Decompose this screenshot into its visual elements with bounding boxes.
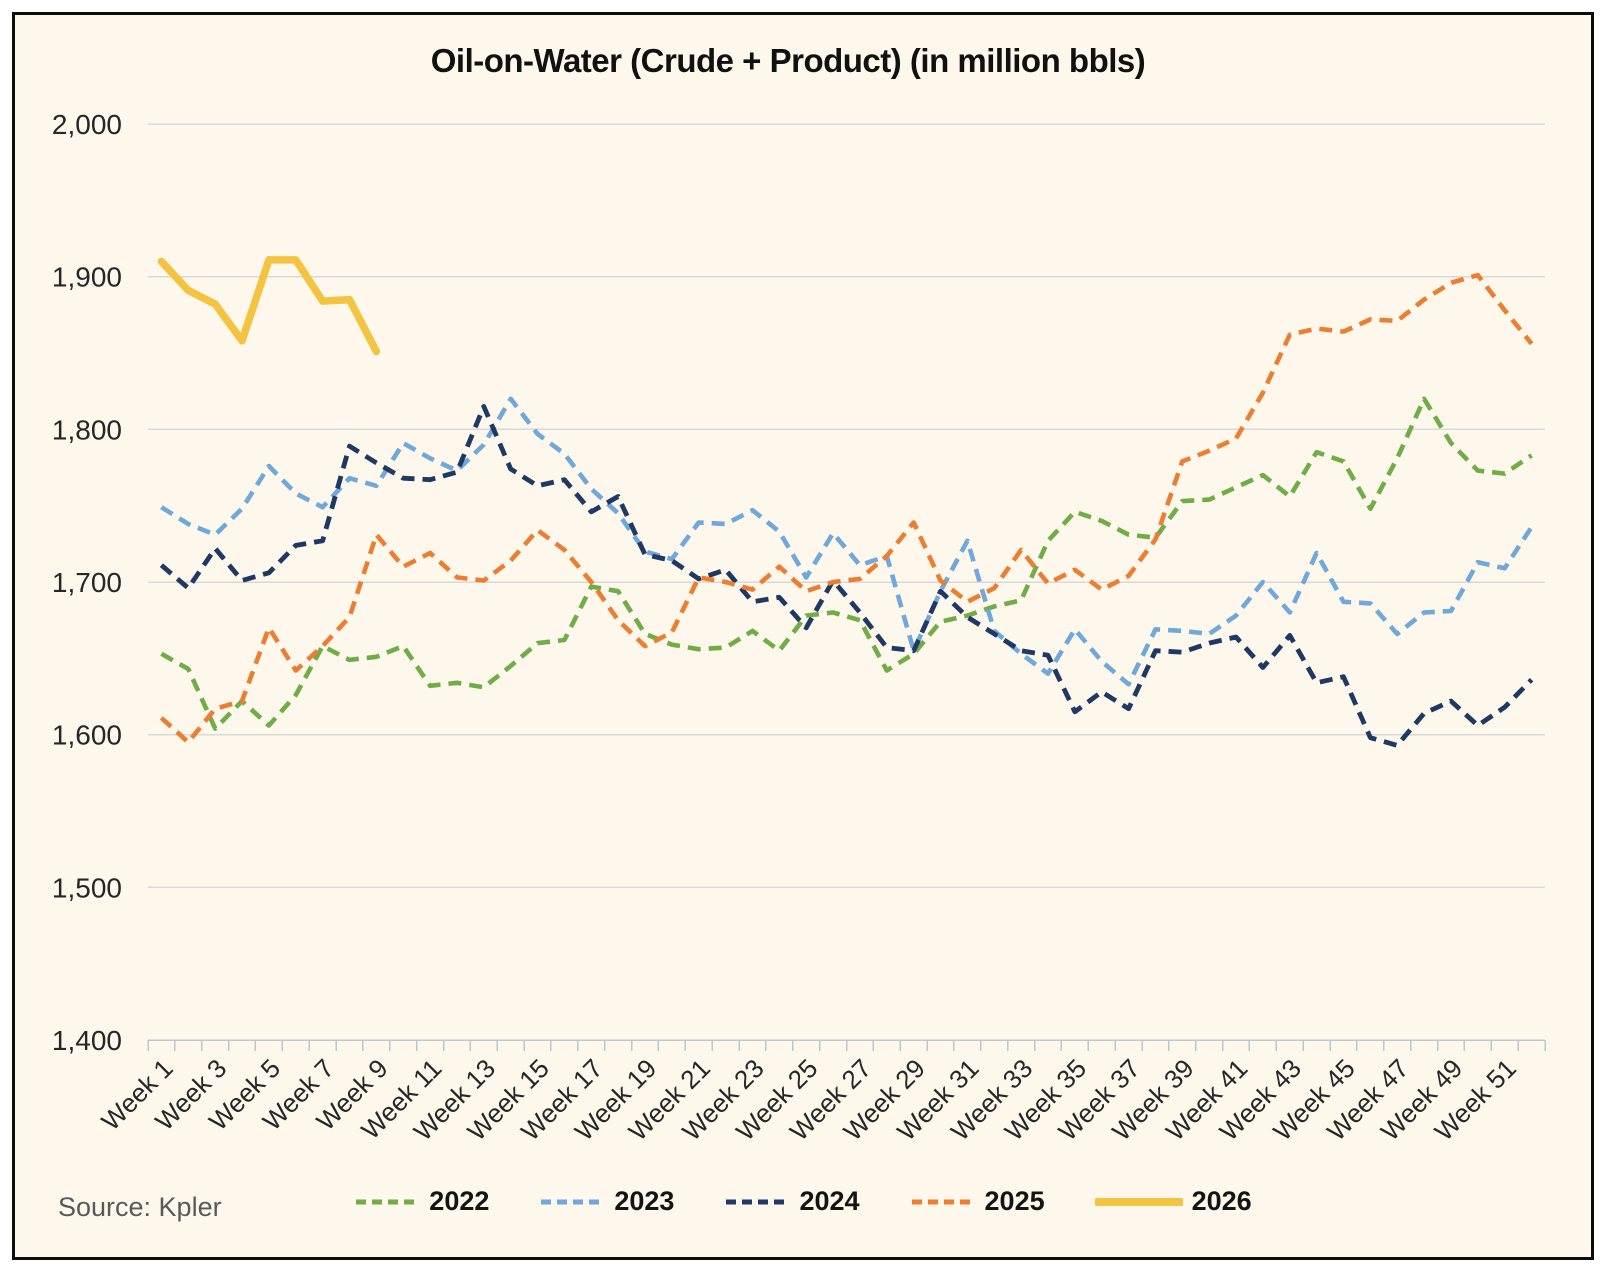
legend-item-2025: 2025 <box>910 1186 1045 1217</box>
legend-label-2023: 2023 <box>614 1186 675 1216</box>
series-line-2023 <box>160 396 1534 687</box>
legend-item-2022: 2022 <box>354 1186 489 1217</box>
legend-label-2022: 2022 <box>429 1186 490 1216</box>
y-axis-label: 1,700 <box>52 567 122 598</box>
legend: 2022 2023 2024 2025 2026 <box>0 1186 1606 1217</box>
legend-swatch-2023 <box>541 1199 604 1204</box>
legend-item-2026: 2026 <box>1094 1186 1252 1217</box>
y-axis-label: 2,000 <box>52 109 122 140</box>
legend-swatch-2022 <box>356 1199 419 1204</box>
legend-swatch-2026 <box>1094 1197 1183 1206</box>
y-axis-label: 1,900 <box>52 262 122 293</box>
y-axis-label: 1,400 <box>52 1025 122 1056</box>
legend-label-2024: 2024 <box>799 1186 860 1216</box>
legend-swatch-2024 <box>726 1199 789 1204</box>
series-line-2022 <box>160 396 1533 731</box>
legend-item-2023: 2023 <box>539 1186 674 1217</box>
legend-label-2025: 2025 <box>984 1186 1045 1216</box>
legend-swatch-2025 <box>911 1199 974 1204</box>
y-axis-label: 1,800 <box>52 414 122 445</box>
series-line-2025 <box>159 272 1534 745</box>
legend-item-2024: 2024 <box>724 1186 860 1217</box>
source-note: Source: Kpler <box>58 1192 222 1222</box>
legend-label-2026: 2026 <box>1191 1186 1252 1216</box>
series-line-2026 <box>157 256 381 356</box>
y-axis-label: 1,600 <box>52 720 122 751</box>
series-line-2024 <box>159 403 1534 748</box>
chart-title: Oil-on-Water (Crude + Product) (in milli… <box>430 42 1146 79</box>
y-axis-label: 1,500 <box>52 872 122 903</box>
